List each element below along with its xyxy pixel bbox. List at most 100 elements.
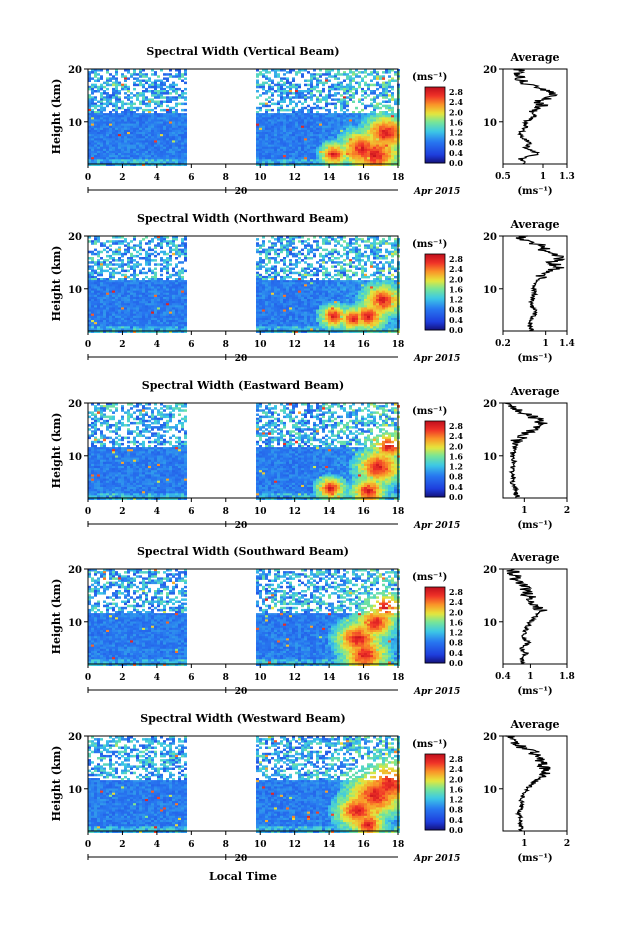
x-tick-label: 10 <box>254 507 267 517</box>
colorbar-tick-label: 1.2 <box>449 795 463 805</box>
x-tick-label: 10 <box>254 340 267 350</box>
y-tick-label: 10 <box>483 618 497 629</box>
colorbar-tick-label: 0.4 <box>449 148 463 158</box>
x-tick-label: 1 <box>543 339 549 349</box>
x-tick-label: 0 <box>85 507 91 517</box>
x-tick-label: 18 <box>392 673 405 683</box>
x-tick-label: 2 <box>564 839 570 849</box>
heatmap-cells <box>88 69 400 166</box>
x-tick-label: 8 <box>223 673 229 683</box>
day-label: 20 <box>235 521 248 531</box>
colorbar-tick-label: 1.2 <box>449 128 463 138</box>
colorbar-tick-label: 1.2 <box>449 295 463 305</box>
average-unit: (ms⁻¹) <box>517 186 552 197</box>
colorbar-tick-label: 1.6 <box>449 284 463 294</box>
x-tick-label: 14 <box>323 507 336 517</box>
y-tick-label: 20 <box>68 65 82 76</box>
x-tick-label: 1 <box>521 506 527 516</box>
x-tick-label: 4 <box>154 507 160 517</box>
x-tick-label: 0 <box>85 840 91 850</box>
colorbar-unit: (ms⁻¹) <box>412 239 447 250</box>
x-tick-label: 8 <box>223 840 229 850</box>
colorbar-tick-label: 1.6 <box>449 784 463 794</box>
y-axis-label: Height (km) <box>50 79 63 155</box>
x-tick-label: 0.2 <box>495 339 511 349</box>
x-tick-label: 4 <box>154 840 160 850</box>
x-tick-label: 16 <box>357 173 370 183</box>
colorbar: 0.00.40.81.21.62.02.42.8 <box>425 254 463 335</box>
colorbar-tick-label: 1.6 <box>449 117 463 127</box>
x-tick-label: 2 <box>564 506 570 516</box>
colorbar-tick-label: 1.2 <box>449 462 463 472</box>
x-tick-label: 8 <box>223 173 229 183</box>
colorbar-tick-label: 0.8 <box>449 638 463 648</box>
y-tick-label: 10 <box>68 118 82 129</box>
x-tick-label: 18 <box>392 173 405 183</box>
x-tick-label: 14 <box>323 173 336 183</box>
x-tick-label: 4 <box>154 340 160 350</box>
y-tick-label: 20 <box>68 732 82 743</box>
x-tick-label: 1 <box>521 839 527 849</box>
x-tick-label: 0 <box>85 673 91 683</box>
colorbar: 0.00.40.81.21.62.02.42.8 <box>425 587 463 668</box>
y-axis-label: Height (km) <box>50 246 63 322</box>
colorbar-tick-label: 0.0 <box>449 158 463 168</box>
x-tick-label: 16 <box>357 673 370 683</box>
x-tick-label: 2 <box>119 340 125 350</box>
x-tick-label: 14 <box>323 840 336 850</box>
heatmap-cells <box>88 403 400 500</box>
y-tick-label: 20 <box>483 232 497 243</box>
chart-panel-4: Spectral Width (Southward Beam)Height (k… <box>50 545 575 697</box>
date-label: Apr 2015 <box>413 354 460 364</box>
x-axis-label: Local Time <box>209 870 277 883</box>
average-title: Average <box>509 218 559 231</box>
colorbar-tick-label: 0.8 <box>449 805 463 815</box>
colorbar-tick-label: 2.4 <box>449 264 463 274</box>
x-tick-label: 16 <box>357 507 370 517</box>
y-tick-label: 10 <box>68 452 82 463</box>
colorbar: 0.00.40.81.21.62.02.42.8 <box>425 421 463 502</box>
average-unit: (ms⁻¹) <box>517 853 552 864</box>
colorbar-tick-label: 2.8 <box>449 754 463 764</box>
colorbar-tick-label: 2.0 <box>449 441 463 451</box>
colorbar-tick-label: 0.4 <box>449 315 463 325</box>
y-tick-label: 10 <box>483 118 497 129</box>
x-tick-label: 6 <box>188 507 194 517</box>
colorbar-tick-label: 0.0 <box>449 492 463 502</box>
x-tick-label: 6 <box>188 840 194 850</box>
x-tick-label: 2 <box>119 840 125 850</box>
day-label: 20 <box>235 854 248 864</box>
x-tick-label: 4 <box>154 673 160 683</box>
day-label: 20 <box>235 354 248 364</box>
x-tick-label: 18 <box>392 507 405 517</box>
colorbar-unit: (ms⁻¹) <box>412 406 447 417</box>
x-tick-label: 18 <box>392 340 405 350</box>
colorbar-tick-label: 0.4 <box>449 815 463 825</box>
x-tick-label: 12 <box>288 507 301 517</box>
colorbar-tick-label: 2.8 <box>449 87 463 97</box>
y-tick-label: 10 <box>68 785 82 796</box>
chart-panel-5: Spectral Width (Westward Beam)Height (km… <box>50 712 570 864</box>
colorbar-tick-label: 2.8 <box>449 254 463 264</box>
colorbar-tick-label: 2.0 <box>449 607 463 617</box>
x-tick-label: 10 <box>254 173 267 183</box>
colorbar-tick-label: 2.8 <box>449 587 463 597</box>
colorbar-tick-label: 0.0 <box>449 325 463 335</box>
x-tick-label: 12 <box>288 840 301 850</box>
chart-panel-2: Spectral Width (Northward Beam)Height (k… <box>50 212 575 364</box>
day-label: 20 <box>235 687 248 697</box>
colorbar-tick-label: 2.4 <box>449 431 463 441</box>
chart-title: Spectral Width (Southward Beam) <box>137 545 349 558</box>
date-label: Apr 2015 <box>413 687 460 697</box>
date-label: Apr 2015 <box>413 521 460 531</box>
colorbar-tick-label: 2.4 <box>449 597 463 607</box>
average-unit: (ms⁻¹) <box>517 353 552 364</box>
x-tick-label: 10 <box>254 840 267 850</box>
chart-title: Spectral Width (Westward Beam) <box>140 712 345 725</box>
y-tick-label: 10 <box>68 618 82 629</box>
colorbar-tick-label: 0.8 <box>449 305 463 315</box>
y-tick-label: 20 <box>68 565 82 576</box>
x-tick-label: 1 <box>540 172 546 182</box>
